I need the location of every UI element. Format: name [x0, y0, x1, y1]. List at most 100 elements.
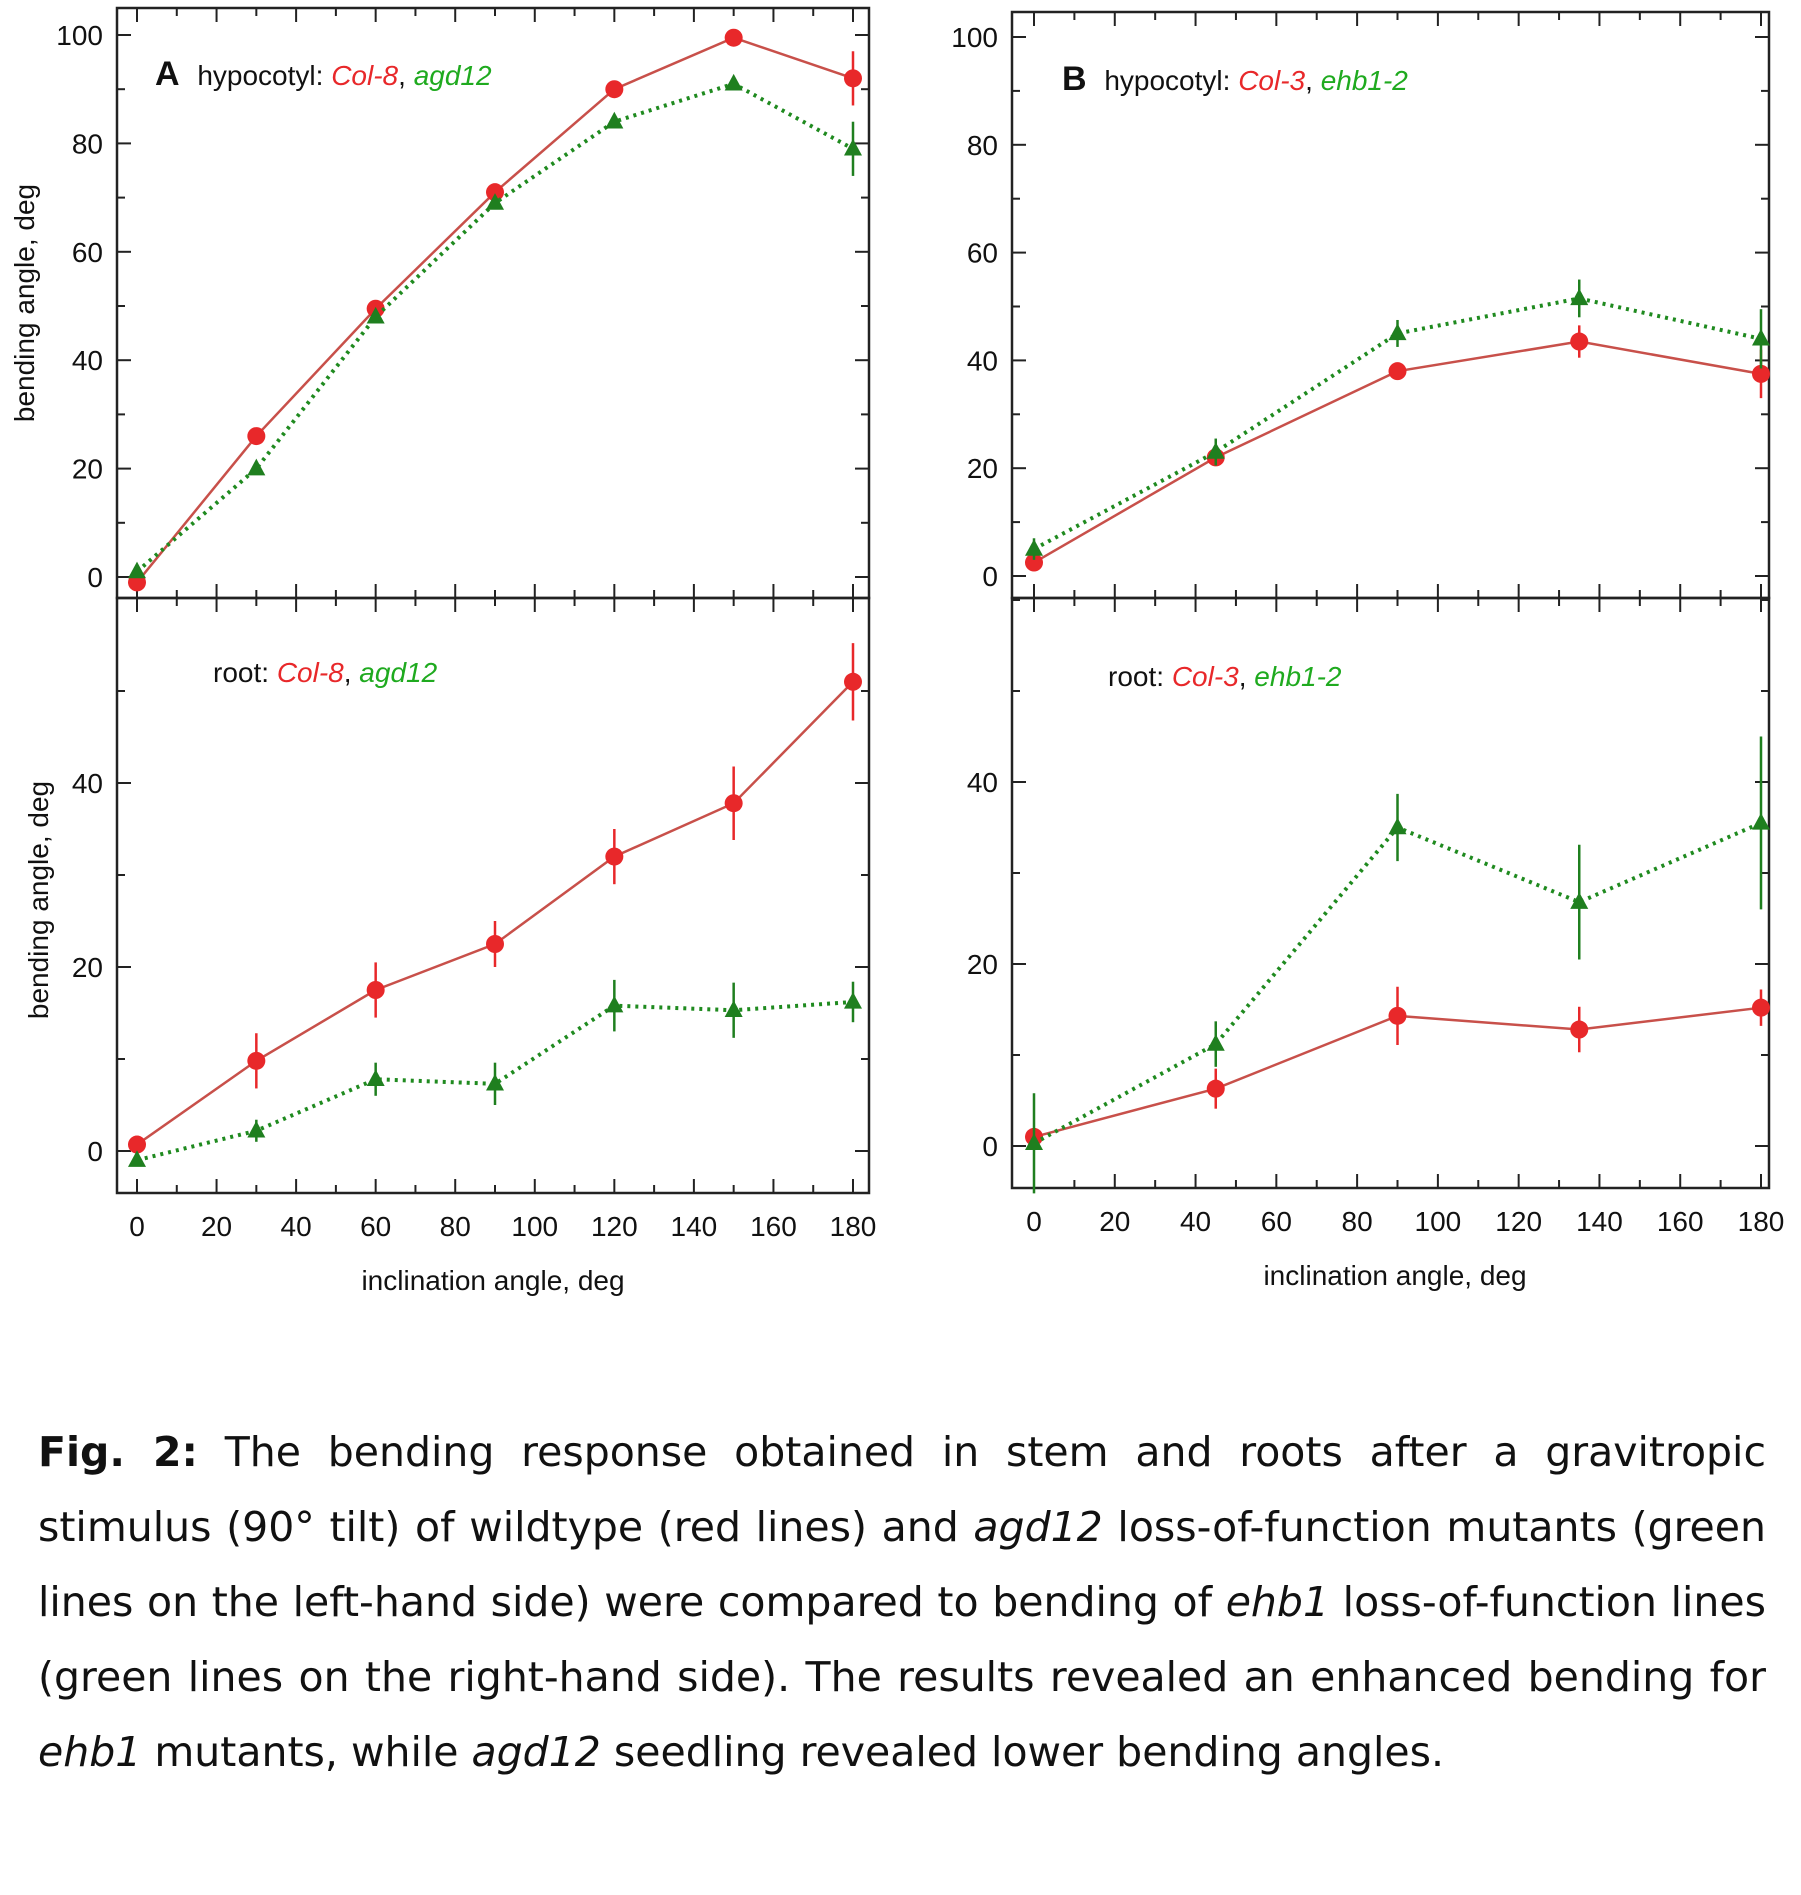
series-line: [1033, 296, 1762, 551]
caption-italic-3: ehb1: [38, 1728, 142, 1776]
data-point: [1025, 539, 1043, 556]
data-point: [1388, 1006, 1407, 1025]
panel-a-bottom-prefix: root:: [213, 657, 277, 688]
panel-b-bottom-frame: [1010, 596, 1771, 1190]
x-tick-label: 60: [360, 1211, 391, 1242]
y-tick-label: 100: [56, 20, 103, 51]
x-tick-label: 20: [201, 1211, 232, 1242]
panel-a-bottom-sep: ,: [344, 657, 360, 688]
data-point: [1025, 553, 1043, 572]
panel-b-bottom-sep: ,: [1239, 661, 1255, 692]
panel-b-bottom-wt: Col-3: [1172, 661, 1239, 692]
x-tick-label: 100: [511, 1211, 558, 1242]
data-point: [128, 561, 146, 579]
panel-a-top-label: A hypocotyl: Col-8, agd12: [155, 55, 492, 93]
data-point: [605, 111, 624, 129]
data-point: [366, 1069, 385, 1086]
series-line: [135, 81, 854, 574]
series-Col-8: [128, 28, 862, 592]
caption-italic-2: ehb1: [1225, 1578, 1330, 1626]
data-point: [1570, 1020, 1589, 1039]
panel-a-letter: A: [155, 55, 180, 93]
data-point: [486, 193, 504, 210]
panel-a-xlabel: inclination angle, deg: [361, 1265, 624, 1296]
panel-a-top-prefix: hypocotyl:: [197, 60, 331, 91]
data-point: [844, 992, 862, 1009]
x-tick-label: 120: [1495, 1206, 1542, 1237]
data-point: [486, 1073, 504, 1091]
panel-a-top-frame: [115, 6, 871, 600]
x-tick-label: 60: [1261, 1206, 1292, 1237]
series-line: [1033, 821, 1762, 1146]
x-tick-label: 160: [1657, 1206, 1704, 1237]
x-tick-label: 180: [830, 1211, 877, 1242]
y-tick-label: 20: [967, 949, 998, 980]
series-agd12: [128, 979, 862, 1167]
panel-a-top-ylabel: bending angle, deg: [9, 184, 40, 422]
panel-b-bottom-mut: ehb1-2: [1254, 661, 1342, 692]
series-Col-3: [1025, 986, 1770, 1146]
panel-a-top-mut: agd12: [414, 60, 492, 91]
panel-a-bottom-label: root: Col-8, agd12: [213, 657, 438, 688]
panel-b-top-wt: Col-3: [1238, 65, 1305, 96]
data-point: [486, 935, 504, 953]
caption-text-3: loss-of-function lines (green lines on t…: [38, 1578, 1766, 1701]
caption-fig-label: Fig. 2:: [38, 1428, 198, 1476]
series-ehb1-2: [1025, 279, 1770, 560]
data-point: [1206, 1079, 1225, 1098]
data-point: [605, 847, 624, 866]
data-point: [366, 981, 385, 999]
panel-a-bottom-wt: Col-8: [277, 657, 344, 688]
x-tick-label: 120: [591, 1211, 638, 1242]
x-tick-label: 0: [1026, 1206, 1042, 1237]
data-point: [844, 69, 862, 88]
caption-text-5: seedling revealed lower bending angles.: [600, 1728, 1445, 1776]
y-tick-label: 20: [72, 454, 103, 485]
data-point: [1570, 288, 1589, 306]
data-point: [247, 427, 266, 446]
panel-b-letter: B: [1062, 60, 1087, 98]
series-ehb1-2: [1025, 736, 1770, 1194]
caption-text-1: The bending response obtained in stem an…: [38, 1428, 1766, 1551]
caption-italic-4: agd12: [471, 1728, 601, 1776]
panel-b-bottom-prefix: root:: [1108, 661, 1172, 692]
x-tick-label: 40: [1180, 1206, 1211, 1237]
data-point: [724, 73, 743, 91]
panel-a-bottom-frame: [115, 596, 871, 1195]
y-tick-label: 20: [967, 453, 998, 484]
figure-caption: Fig. 2: The bending response obtained in…: [38, 1415, 1766, 1790]
data-point: [724, 794, 743, 813]
data-point: [1570, 332, 1589, 351]
panel-b-xlabel: inclination angle, deg: [1263, 1260, 1526, 1291]
data-point: [128, 1150, 146, 1167]
x-tick-label: 0: [129, 1211, 145, 1242]
panel-b-bottom-label: root: Col-3, ehb1-2: [1108, 661, 1342, 692]
data-point: [247, 458, 266, 476]
panel-b-top-label: B hypocotyl: Col-3, ehb1-2: [1062, 60, 1408, 98]
y-tick-label: 20: [72, 952, 103, 983]
y-tick-label: 0: [982, 561, 998, 592]
x-tick-label: 140: [1576, 1206, 1623, 1237]
data-point: [128, 1135, 146, 1154]
panel-a-top-wt: Col-8: [331, 60, 398, 91]
y-tick-label: 0: [87, 1136, 103, 1167]
y-tick-label: 0: [982, 1131, 998, 1162]
data-point: [1206, 442, 1225, 459]
data-point: [844, 672, 862, 691]
data-point: [605, 995, 624, 1013]
panel-b-top-sep: ,: [1305, 65, 1321, 96]
series-line: [136, 36, 854, 584]
data-point: [844, 138, 862, 156]
data-point: [1752, 364, 1770, 383]
data-point: [1570, 892, 1589, 909]
x-tick-label: 160: [750, 1211, 797, 1242]
panel-a-bottom-mut: agd12: [359, 657, 437, 688]
caption-italic-1: agd12: [973, 1503, 1103, 1551]
data-point: [1025, 1133, 1043, 1150]
y-tick-label: 40: [967, 345, 998, 376]
series-agd12: [128, 73, 862, 579]
data-point: [1388, 323, 1407, 341]
panel-b-top-prefix: hypocotyl:: [1104, 65, 1238, 96]
x-tick-label: 80: [440, 1211, 471, 1242]
y-tick-label: 40: [72, 345, 103, 376]
